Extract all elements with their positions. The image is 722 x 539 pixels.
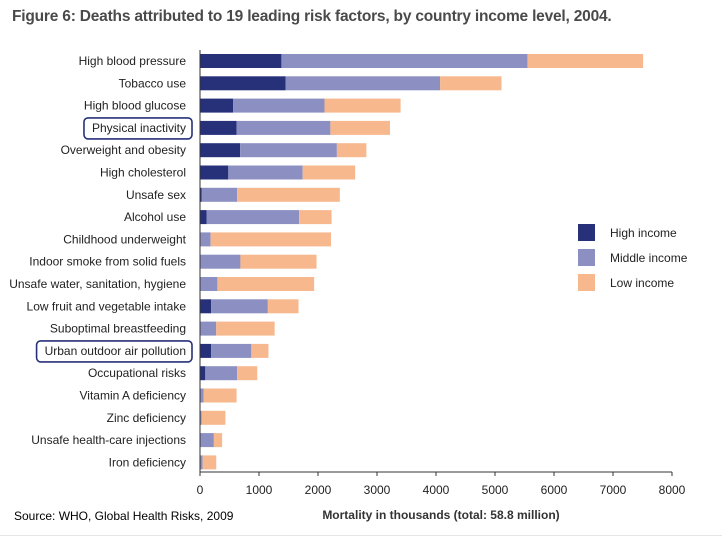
bar-low-fruit-and-vegetable-intake-low-income xyxy=(267,299,299,314)
legend-swatch-low-income xyxy=(578,274,595,291)
bar-high-blood-pressure-high-income xyxy=(200,54,282,68)
bar-high-blood-glucose-low-income xyxy=(324,98,401,113)
bar-unsafe-health-care-injections-low-income xyxy=(213,433,223,448)
category-label-vitamin-a-deficiency: Vitamin A deficiency xyxy=(79,389,186,403)
bar-high-cholesterol-high-income xyxy=(200,165,229,180)
x-axis: 0 1000 2000 3000 4000 5000 6000 7000 8000 xyxy=(197,50,686,497)
bar-urban-outdoor-air-pollution-middle-income xyxy=(211,343,252,358)
bar-unsafe-sex-middle-income xyxy=(201,187,238,202)
bar-childhood-underweight-middle-income xyxy=(200,232,211,247)
x-tick-label-7000: 7000 xyxy=(600,483,627,497)
bar-urban-outdoor-air-pollution-high-income xyxy=(200,343,212,358)
bar-zinc-deficiency-middle-income xyxy=(200,410,202,425)
bar-indoor-smoke-from-solid-fuels-low-income xyxy=(240,254,317,269)
highlight-box-physical-inactivity xyxy=(83,117,193,140)
bars-layer xyxy=(200,54,644,470)
legend-label-middle-income: Middle income xyxy=(610,251,688,265)
legend: High income Middle income Low income xyxy=(578,224,688,291)
bar-high-blood-pressure-low-income xyxy=(527,54,644,68)
category-labels: High blood pressure Tobacco use High blood… xyxy=(9,54,193,469)
bar-high-blood-pressure-middle-income xyxy=(281,54,528,68)
x-tick-label-8000: 8000 xyxy=(659,483,686,497)
bar-alcohol-use-high-income xyxy=(200,210,207,225)
bar-tobacco-use-low-income xyxy=(440,76,502,91)
bar-iron-deficiency-middle-income xyxy=(200,455,203,470)
bottom-divider xyxy=(0,535,722,536)
bar-tobacco-use-middle-income xyxy=(285,76,441,91)
bar-alcohol-use-middle-income xyxy=(206,210,300,225)
legend-label-high-income: High income xyxy=(610,226,677,240)
bar-unsafe-sex-high-income xyxy=(200,187,202,202)
category-label-physical-inactivity: Physical inactivity xyxy=(92,121,186,135)
bar-low-fruit-and-vegetable-intake-high-income xyxy=(200,299,212,314)
bar-vitamin-a-deficiency-middle-income xyxy=(200,388,204,403)
legend-swatch-middle-income xyxy=(578,249,595,266)
bar-unsafe-water-sanitation-hygiene-low-income xyxy=(217,277,315,291)
x-tick-label-5000: 5000 xyxy=(482,483,509,497)
bar-suboptimal-breastfeeding-middle-income xyxy=(200,321,217,336)
category-label-occupational-risks: Occupational risks xyxy=(88,366,186,380)
bar-physical-inactivity-middle-income xyxy=(236,120,331,135)
bar-physical-inactivity-high-income xyxy=(200,120,237,135)
category-label-unsafe-sex: Unsafe sex xyxy=(126,188,186,202)
bar-vitamin-a-deficiency-low-income xyxy=(203,388,237,403)
x-tick-label-0: 0 xyxy=(197,483,204,497)
x-tick-label-4000: 4000 xyxy=(423,483,450,497)
category-label-indoor-smoke-from-solid-fuels: Indoor smoke from solid fuels xyxy=(29,255,186,269)
highlight-box-urban-outdoor-air-pollution xyxy=(35,340,193,363)
category-label-high-cholesterol: High cholesterol xyxy=(100,166,186,180)
bar-unsafe-water-sanitation-hygiene-middle-income xyxy=(200,277,218,291)
bar-high-cholesterol-middle-income xyxy=(228,165,303,180)
bar-urban-outdoor-air-pollution-low-income xyxy=(251,343,269,358)
category-label-unsafe-water-sanitation-hygiene: Unsafe water, sanitation, hygiene xyxy=(9,277,186,291)
bar-unsafe-sex-low-income xyxy=(237,187,340,202)
bar-overweight-and-obesity-middle-income xyxy=(240,143,337,158)
bar-suboptimal-breastfeeding-low-income xyxy=(216,321,275,336)
legend-swatch-high-income xyxy=(578,224,595,241)
bar-occupational-risks-middle-income xyxy=(205,366,238,381)
x-tick-label-1000: 1000 xyxy=(246,483,273,497)
category-label-iron-deficiency: Iron deficiency xyxy=(109,455,186,469)
category-label-overweight-and-obesity: Overweight and obesity xyxy=(61,143,186,157)
category-label-childhood-underweight: Childhood underweight xyxy=(63,232,186,246)
bar-iron-deficiency-low-income xyxy=(202,455,217,470)
source-note: Source: WHO, Global Health Risks, 2009 xyxy=(14,509,234,523)
bar-overweight-and-obesity-low-income xyxy=(336,143,367,158)
bar-high-blood-glucose-high-income xyxy=(200,98,234,113)
category-label-zinc-deficiency: Zinc deficiency xyxy=(107,411,186,425)
category-label-alcohol-use: Alcohol use xyxy=(124,210,186,224)
x-tick-label-2000: 2000 xyxy=(305,483,332,497)
bar-overweight-and-obesity-high-income xyxy=(200,143,241,158)
category-label-tobacco-use: Tobacco use xyxy=(119,76,187,90)
bar-occupational-risks-high-income xyxy=(200,366,206,381)
bar-physical-inactivity-low-income xyxy=(330,120,390,135)
bar-low-fruit-and-vegetable-intake-middle-income xyxy=(211,299,268,314)
legend-label-low-income: Low income xyxy=(610,276,674,290)
bar-tobacco-use-high-income xyxy=(200,76,286,91)
x-tick-label-3000: 3000 xyxy=(364,483,391,497)
category-label-suboptimal-breastfeeding: Suboptimal breastfeeding xyxy=(50,322,186,336)
category-label-urban-outdoor-air-pollution: Urban outdoor air pollution xyxy=(45,344,186,358)
bar-high-blood-glucose-middle-income xyxy=(233,98,325,113)
bar-zinc-deficiency-low-income xyxy=(201,410,226,425)
bar-alcohol-use-low-income xyxy=(299,210,332,225)
bar-occupational-risks-low-income xyxy=(237,366,258,381)
category-label-unsafe-health-care-injections: Unsafe health-care injections xyxy=(31,433,186,447)
category-label-high-blood-pressure: High blood pressure xyxy=(79,54,187,68)
bar-indoor-smoke-from-solid-fuels-middle-income xyxy=(200,254,241,269)
category-label-low-fruit-and-vegetable-intake: Low fruit and vegetable intake xyxy=(27,299,187,313)
bar-childhood-underweight-low-income xyxy=(210,232,331,247)
x-axis-label: Mortality in thousands (total: 58.8 mill… xyxy=(322,508,559,522)
bar-high-cholesterol-low-income xyxy=(302,165,356,180)
category-label-high-blood-glucose: High blood glucose xyxy=(84,99,186,113)
figure-title: Figure 6: Deaths attributed to 19 leadin… xyxy=(12,8,612,25)
x-tick-label-6000: 6000 xyxy=(541,483,568,497)
bar-unsafe-health-care-injections-middle-income xyxy=(200,433,214,448)
